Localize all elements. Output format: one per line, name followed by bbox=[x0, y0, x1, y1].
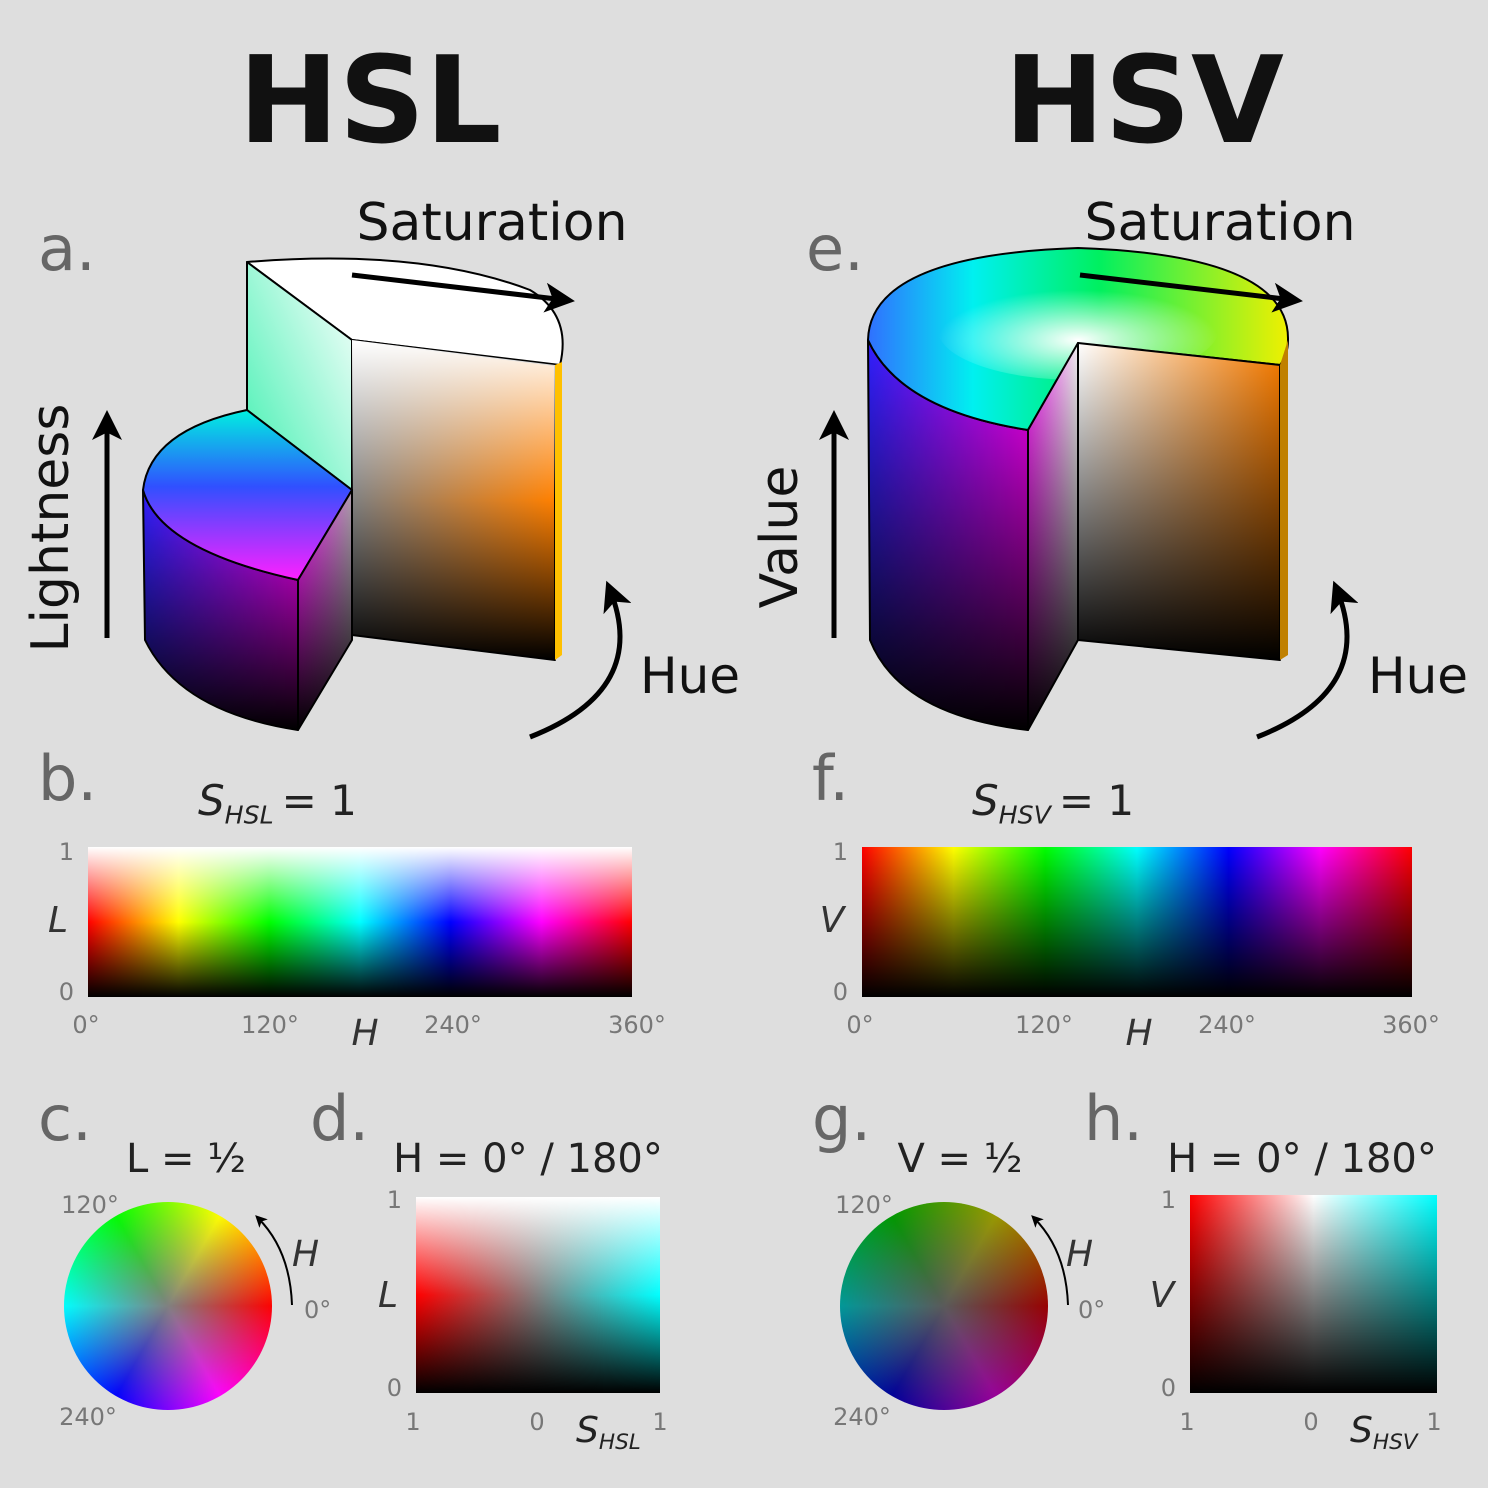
wheel-angle: 240° bbox=[59, 1403, 117, 1431]
arrows bbox=[92, 272, 1359, 740]
wheel-angle: 120° bbox=[835, 1191, 893, 1219]
hsv-slice bbox=[1190, 1195, 1437, 1393]
y-axis-label: V bbox=[820, 900, 847, 941]
panel-letter: f. bbox=[812, 742, 849, 815]
y-tick-label: 1 bbox=[833, 838, 848, 866]
wheel-label: V = ½ bbox=[897, 1136, 1022, 1182]
y-tick-label: 1 bbox=[59, 838, 74, 866]
y-axis-label: V bbox=[1150, 1275, 1177, 1316]
saturation-arrow bbox=[1079, 272, 1303, 313]
hsl-cylinder bbox=[142, 257, 564, 731]
wheel-label: L = ½ bbox=[126, 1136, 246, 1182]
y-tick-label: 0 bbox=[833, 978, 848, 1006]
wheel-angle: 0° bbox=[1078, 1296, 1105, 1324]
wheel-arrow-label: H bbox=[1066, 1234, 1093, 1275]
panel-letter: a. bbox=[38, 212, 96, 285]
title: HSV bbox=[1004, 32, 1284, 171]
subscript: HSL bbox=[225, 800, 274, 829]
symbol: S bbox=[576, 1410, 599, 1451]
x-axis-label: SHSL bbox=[576, 1410, 641, 1455]
panel-letter: g. bbox=[812, 1082, 871, 1155]
wheel-angle: 240° bbox=[833, 1403, 891, 1431]
equals: = 1 bbox=[282, 776, 357, 825]
hsl-strip bbox=[88, 847, 632, 997]
subscript: HSV bbox=[1373, 1430, 1420, 1455]
panel-letter: h. bbox=[1084, 1082, 1143, 1155]
panel-letter: e. bbox=[806, 212, 864, 285]
panel-letter: c. bbox=[38, 1082, 92, 1155]
x-tick-label: 360° bbox=[1382, 1011, 1440, 1039]
x-tick-label: 240° bbox=[424, 1011, 482, 1039]
hsv-cylinder bbox=[867, 247, 1290, 731]
wheel-arrow-label: H bbox=[292, 1234, 319, 1275]
hue-label: Hue bbox=[1368, 647, 1468, 705]
strip-label: SHSV = 1 bbox=[972, 776, 1134, 829]
x-axis-label: SHSV bbox=[1350, 1410, 1420, 1455]
slice-label: H = 0° / 180° bbox=[1167, 1136, 1437, 1182]
y-axis-label: L bbox=[378, 1275, 398, 1316]
panel-letter: b. bbox=[38, 742, 97, 815]
hsl-wheel bbox=[64, 1202, 272, 1410]
x-tick-label: 0 bbox=[1303, 1408, 1318, 1436]
x-tick-label: 240° bbox=[1198, 1011, 1256, 1039]
x-tick-label: 1 bbox=[652, 1408, 667, 1436]
saturation-label: Saturation bbox=[356, 193, 627, 253]
strip-label: SHSL = 1 bbox=[198, 776, 357, 829]
y-axis-label: L bbox=[48, 900, 68, 941]
equals: = 1 bbox=[1059, 776, 1134, 825]
y-tick-label: 1 bbox=[387, 1186, 402, 1214]
x-tick-label: 1 bbox=[1179, 1408, 1194, 1436]
saturation-arrow bbox=[351, 272, 575, 313]
symbol: S bbox=[972, 776, 999, 825]
subscript: HSV bbox=[999, 800, 1053, 829]
x-tick-label: 1 bbox=[405, 1408, 420, 1436]
symbol: S bbox=[198, 776, 225, 825]
hsv-strip bbox=[862, 847, 1412, 997]
wheel-arrows bbox=[255, 1215, 1069, 1306]
x-axis-label: H bbox=[351, 1013, 378, 1054]
saturation-label: Saturation bbox=[1084, 193, 1355, 253]
x-tick-label: 120° bbox=[1015, 1011, 1073, 1039]
x-tick-label: 120° bbox=[241, 1011, 299, 1039]
y-tick-label: 1 bbox=[1161, 1186, 1176, 1214]
y-tick-label: 0 bbox=[1161, 1374, 1176, 1402]
hsl-slice bbox=[416, 1197, 660, 1393]
hsv-wheel bbox=[840, 1202, 1048, 1410]
x-axis-label: H bbox=[1125, 1013, 1152, 1054]
hue-arrow bbox=[1256, 580, 1359, 740]
wheel-angle: 0° bbox=[304, 1296, 331, 1324]
subscript: HSL bbox=[599, 1430, 641, 1455]
panel-letter: d. bbox=[310, 1082, 369, 1155]
y-tick-label: 0 bbox=[59, 978, 74, 1006]
symbol: S bbox=[1350, 1410, 1373, 1451]
x-tick-label: 1 bbox=[1426, 1408, 1441, 1436]
slice-label: H = 0° / 180° bbox=[393, 1136, 663, 1182]
y-tick-label: 0 bbox=[387, 1374, 402, 1402]
x-tick-label: 360° bbox=[608, 1011, 666, 1039]
wheel-angle: 120° bbox=[61, 1191, 119, 1219]
hue-label: Hue bbox=[640, 647, 740, 705]
title: HSL bbox=[238, 32, 501, 171]
x-tick-label: 0 bbox=[529, 1408, 544, 1436]
axis-label: Lightness bbox=[21, 404, 81, 653]
axis-label: Value bbox=[750, 466, 810, 609]
x-tick-label: 0° bbox=[846, 1011, 873, 1039]
x-tick-label: 0° bbox=[72, 1011, 99, 1039]
hue-arrow bbox=[529, 580, 632, 740]
